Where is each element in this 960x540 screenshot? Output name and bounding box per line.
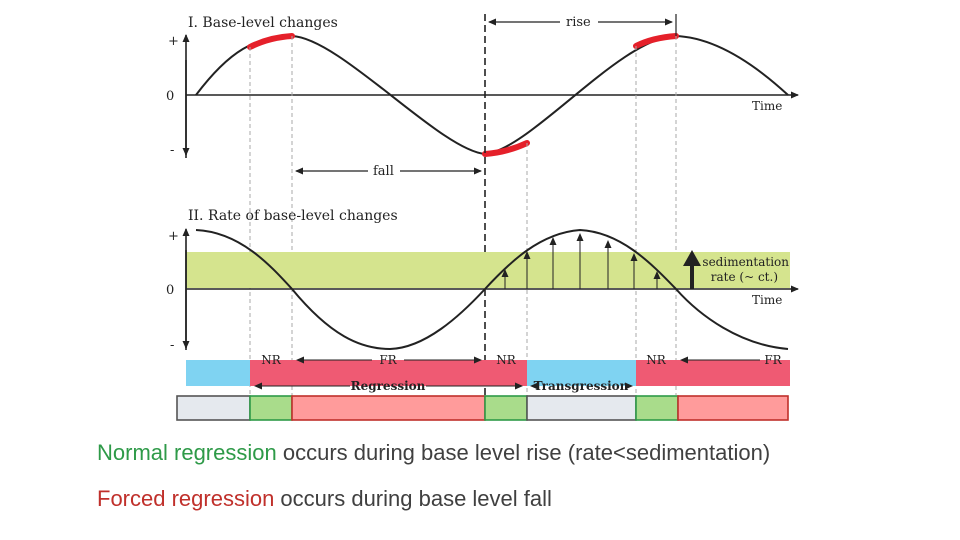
- box-green-3: [635, 395, 679, 421]
- panel-1-y-minus: -: [170, 143, 174, 158]
- box-gray-1: [176, 395, 251, 421]
- panel-1-title: I. Base-level changes: [188, 15, 338, 31]
- rate-arrows: [501, 233, 661, 289]
- panel-1-highlight-trough: [482, 140, 530, 157]
- panel-1-highlight-crest-1: [247, 33, 295, 50]
- box-green-2: [484, 395, 528, 421]
- box-green-1: [249, 395, 293, 421]
- panel-2-y-plus: +: [168, 229, 179, 244]
- caption-normal-regression: Normal regression occurs during base lev…: [97, 440, 770, 466]
- blue-band-2: [527, 360, 636, 386]
- regression-bands: NR FR NR NR FR Regression Transgression: [186, 353, 790, 393]
- regression-label: Regression: [351, 379, 426, 393]
- fall-label: fall: [373, 164, 394, 179]
- caption-2-rest: occurs during base level fall: [274, 486, 552, 511]
- panel-rate-of-change: II. Rate of base-level changes + 0 - Tim…: [166, 208, 799, 353]
- band-label-fr-2: FR: [764, 353, 782, 367]
- box-salmon-2: [677, 395, 789, 421]
- panel-1-y-plus: +: [168, 34, 179, 49]
- panel-2-y-minus: -: [170, 338, 174, 353]
- panel-2-title: II. Rate of base-level changes: [188, 208, 398, 224]
- panel-base-level-changes: I. Base-level changes + 0 - Time rise fa…: [166, 14, 799, 179]
- sedimentation-band: [186, 252, 790, 288]
- red-band-2: [636, 360, 790, 386]
- sedimentation-label-1: sedimentation: [702, 255, 789, 269]
- box-gray-2: [526, 395, 637, 421]
- rise-label: rise: [566, 15, 591, 30]
- blue-band-1: [186, 360, 250, 386]
- caption-forced-regression: Forced regression occurs during base lev…: [97, 486, 552, 512]
- caption-2-highlight: Forced regression: [97, 486, 275, 511]
- panel-1-highlight-crest-2: [633, 33, 679, 49]
- panel-1-y-zero: 0: [166, 89, 174, 104]
- red-band-1: [250, 360, 527, 386]
- sedimentation-label-2: rate (~ ct.): [711, 270, 778, 284]
- panel-2-x-label: Time: [752, 293, 782, 307]
- box-salmon-1: [291, 395, 486, 421]
- band-label-nr-3: NR: [646, 353, 667, 367]
- caption-1-highlight: Normal regression: [97, 440, 277, 465]
- panel-2-rate-curve: [195, 228, 789, 351]
- panel-1-x-label: Time: [752, 99, 782, 113]
- band-label-nr-2: NR: [496, 353, 517, 367]
- stage-boxes: [176, 395, 789, 421]
- band-label-fr-1: FR: [379, 353, 397, 367]
- panel-2-y-zero: 0: [166, 283, 174, 298]
- transgression-label: Transgression: [534, 379, 629, 393]
- sedimentation-arrow-head: [683, 250, 701, 266]
- band-label-nr-1: NR: [261, 353, 282, 367]
- caption-1-rest: occurs during base level rise (rate<sedi…: [276, 440, 771, 465]
